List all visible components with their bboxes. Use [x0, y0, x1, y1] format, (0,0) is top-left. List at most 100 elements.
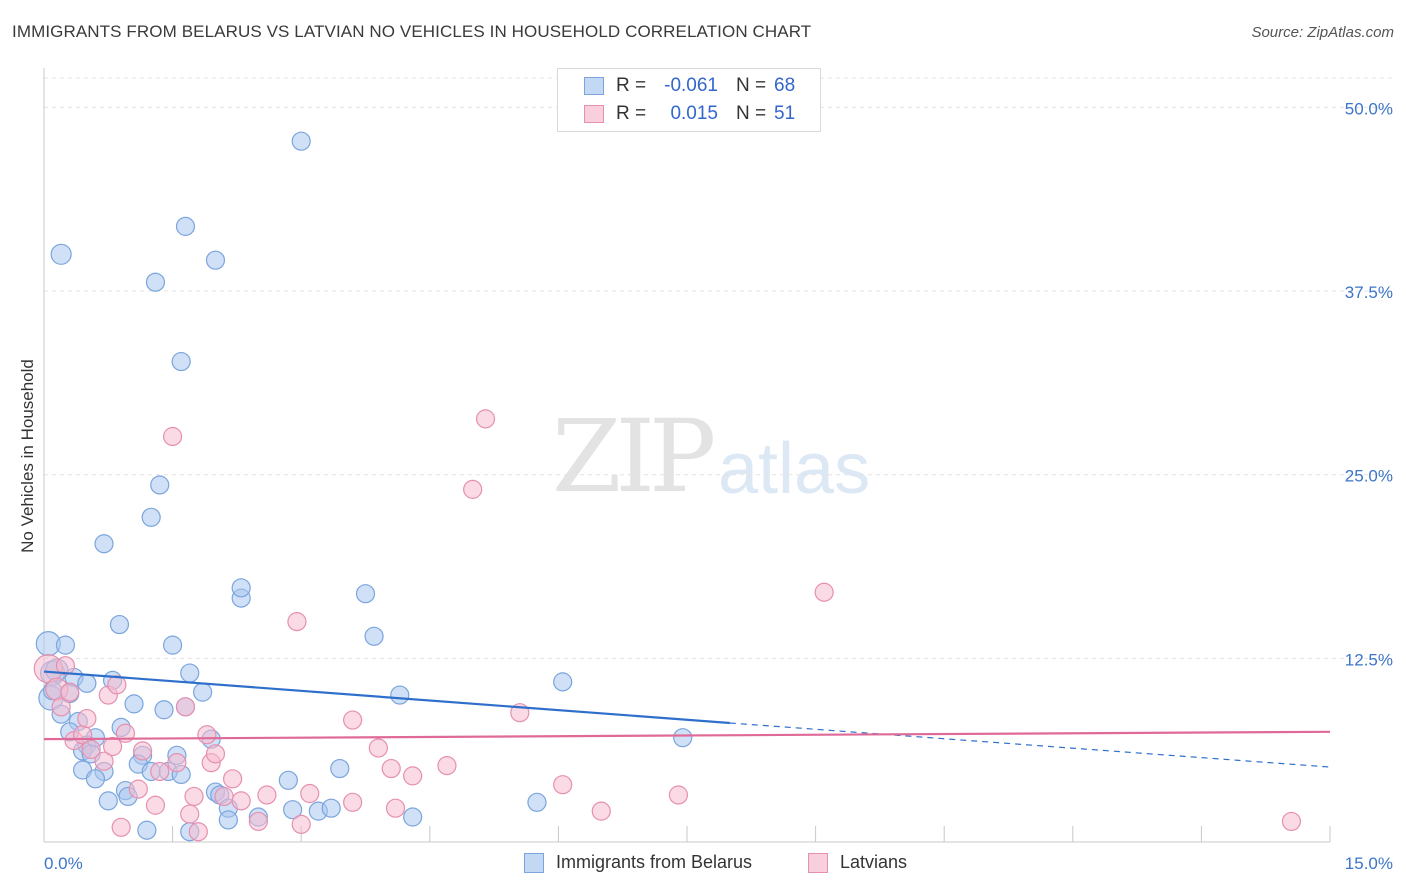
latvian-point — [184, 786, 204, 807]
series-swatch-latvian — [808, 852, 828, 873]
latvian-point — [475, 409, 496, 429]
belarus-point — [145, 272, 166, 292]
watermark-zip: ZIP — [552, 398, 716, 515]
latvian-trend-line — [43, 730, 1331, 741]
latvian-point — [81, 739, 101, 760]
belarus-point — [50, 243, 72, 265]
stats-legend: R = -0.061 N = 68 R = 0.015 N = 51 — [557, 68, 821, 132]
belarus-point — [193, 682, 213, 702]
belarus-point — [171, 351, 191, 372]
latvian-point — [343, 710, 363, 730]
latvian-point — [197, 725, 217, 745]
legend-r-value: 0.015 — [670, 103, 718, 124]
series-swatch-belarus — [524, 852, 544, 873]
latvian-point — [248, 811, 268, 832]
belarus-point — [330, 758, 350, 779]
legend-swatch-latvian — [584, 105, 604, 123]
latvian-point — [180, 804, 200, 824]
latvian-point — [1281, 811, 1302, 832]
latvian-point — [132, 741, 153, 761]
belarus-point — [55, 635, 76, 655]
series-legend: Immigrants from Belarus Latvians — [0, 852, 1406, 876]
latvian-point — [111, 817, 131, 837]
source-label: Source: ZipAtlas.com — [1251, 24, 1394, 41]
y-tick-label: 25.0% — [1345, 467, 1393, 486]
legend-row-belarus: R = -0.061 N = 68 — [558, 73, 795, 99]
latvian-point — [385, 798, 406, 818]
belarus-point — [205, 250, 226, 270]
belarus-point — [150, 475, 170, 495]
series-name-belarus: Immigrants from Belarus — [556, 852, 753, 872]
chart-title: IMMIGRANTS FROM BELARUS VS LATVIAN NO VE… — [12, 22, 812, 41]
latvian-point — [205, 744, 226, 764]
belarus-point — [175, 216, 196, 236]
latvian-point — [167, 753, 187, 773]
latvian-point — [403, 766, 423, 786]
y-tick-label: 12.5% — [1345, 650, 1393, 669]
belarus-point — [180, 663, 200, 683]
latvian-point — [60, 682, 80, 702]
belarus-point — [291, 131, 311, 151]
watermark-atlas: atlas — [718, 429, 871, 509]
legend-n-value: 51 — [774, 103, 796, 124]
y-tick-label: 50.0% — [1345, 99, 1393, 118]
legend-n-value: 68 — [774, 75, 796, 96]
belarus-point — [673, 728, 693, 748]
belarus-point — [218, 810, 238, 830]
latvian-point — [55, 656, 76, 676]
latvian-point — [145, 795, 166, 815]
legend-r-value: -0.061 — [664, 75, 718, 96]
legend-r-label: R = — [616, 103, 647, 124]
legend-n-label: N = — [736, 103, 767, 124]
latvian-point — [102, 736, 123, 757]
latvian-point — [175, 697, 196, 717]
series-name-latvian: Latvians — [840, 852, 908, 872]
latvian-point — [814, 582, 834, 602]
belarus-point — [390, 685, 410, 705]
latvian-point — [94, 751, 114, 771]
legend-row-latvian: R = 0.015 N = 51 — [558, 101, 795, 127]
belarus-point — [355, 584, 376, 604]
belarus-point — [364, 626, 384, 646]
belarus-point — [553, 672, 573, 692]
x-tick-label: 0.0% — [44, 854, 83, 873]
belarus-point — [85, 769, 106, 789]
belarus-point — [154, 700, 174, 720]
latvian-point — [381, 758, 401, 779]
latvian-point — [223, 769, 243, 789]
belarus-point — [94, 534, 114, 554]
belarus-point — [98, 791, 118, 811]
belarus-trend-line — [43, 670, 730, 725]
y-axis-label: No Vehicles in Household — [18, 359, 37, 553]
latvian-point — [214, 786, 234, 807]
belarus-point — [141, 507, 161, 527]
belarus-point — [527, 792, 547, 812]
latvian-point — [257, 785, 277, 805]
belarus-point — [283, 800, 303, 820]
latvian-point — [188, 822, 208, 842]
latvian-point — [163, 426, 183, 447]
latvian-point — [128, 779, 148, 799]
belarus-point — [124, 694, 144, 714]
series-legend-latvian: Latvians — [808, 852, 907, 873]
latvian-point — [107, 675, 127, 695]
latvian-point — [591, 801, 611, 821]
latvian-point — [51, 697, 71, 717]
latvian-point — [77, 708, 97, 729]
latvian-point — [463, 479, 483, 499]
latvian-point — [291, 814, 311, 834]
y-tick-label: 37.5% — [1345, 283, 1393, 302]
belarus-point — [77, 673, 97, 693]
latvian-point — [287, 612, 307, 632]
x-tick-label: 15.0% — [1345, 854, 1393, 873]
latvian-point — [668, 785, 689, 805]
latvian-point — [150, 761, 170, 782]
latvian-point — [437, 755, 457, 776]
legend-n-label: N = — [736, 75, 767, 96]
belarus-point — [321, 798, 341, 818]
latvian-point — [368, 738, 388, 758]
belarus-point — [109, 614, 130, 635]
legend-swatch-belarus — [584, 77, 604, 95]
belarus-point — [278, 770, 298, 790]
